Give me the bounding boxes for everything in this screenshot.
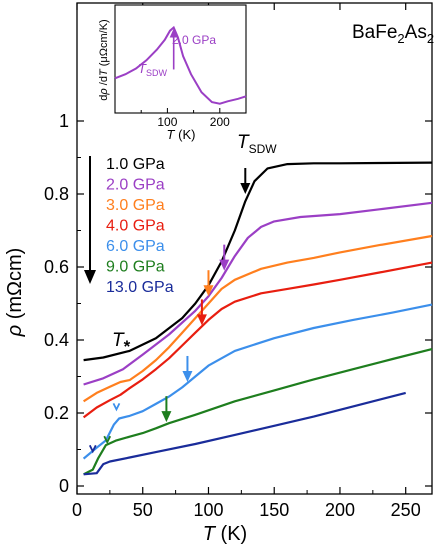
small-marker-2 (112, 402, 121, 412)
legend-item-13-0-gpa: 13.0 GPa (106, 279, 174, 296)
series-line-1-0-gpa (83, 161, 433, 362)
y-tick-label-4: 0.8 (44, 184, 69, 204)
main-plot-frame (76, 2, 433, 495)
inset-plot-frame (114, 4, 247, 114)
annotation-tsdw: TSDW (237, 132, 277, 156)
legend-item-2-0-gpa: 2.0 GPa (106, 177, 165, 194)
x-tick-label-250: 250 (391, 500, 421, 520)
main-series-group (82, 161, 433, 476)
y-tick-label-1: 0.2 (44, 403, 69, 423)
legend-item-4-0-gpa: 4.0 GPa (106, 218, 165, 235)
inset-x-axis-label: T (K) (167, 127, 196, 142)
y-tick-label-0: 0 (59, 476, 69, 496)
inset-x-tick-label-200: 200 (210, 115, 230, 129)
main-chart: 0 50 100 150 200 250 0 0.2 0.4 0.6 0.8 1 1.0 GPa 2.0… (4, 2, 434, 545)
legend-items: 1.0 GPa 2.0 GPa 3.0 GPa 4.0 GPa 6.0 GPa 9.0 G… (106, 156, 174, 296)
series-line-9-0-gpa (83, 348, 433, 476)
small-marker-1 (103, 435, 112, 445)
title-sub-1: 2 (397, 31, 404, 46)
legend-item-6-0-gpa: 6.0 GPa (106, 238, 165, 255)
series-line-4-0-gpa (82, 261, 433, 419)
inset-series-line-2-0-gpa (114, 25, 247, 105)
legend-item-3-0-gpa: 3.0 GPa (106, 197, 165, 214)
inset-series-label: 2.0 GPa (172, 33, 216, 47)
arrow-head-3-0-gpa (203, 285, 214, 297)
legend-pressure-arrow-head (84, 270, 96, 284)
series-line-3-0-gpa (83, 234, 433, 403)
main-arrow-markers (88, 168, 251, 454)
inset-x-tick-label-100: 100 (157, 115, 177, 129)
inset-chart: 100 200 2.0 GPa TSDW T (K) dρ /dT (μΩcm/K… (98, 4, 247, 142)
legend-item-1-0-gpa: 1.0 GPa (106, 156, 165, 173)
y-axis-label: ρ (mΩcm) (4, 248, 26, 338)
arrow-head-4-0-gpa (196, 314, 207, 326)
title-sub-2: 2 (427, 31, 434, 46)
inset-axis-ticks: 100 200 (140, 108, 230, 129)
series-line-6-0-gpa (82, 303, 433, 460)
arrow-head-1-0-gpa (240, 183, 251, 194)
inset-arrow-marker (169, 28, 178, 70)
x-tick-label-0: 0 (72, 500, 82, 520)
x-tick-label-150: 150 (259, 500, 289, 520)
inset-y-axis-label: dρ /dT (μΩcm/K) (98, 19, 110, 100)
small-marker-0 (88, 444, 97, 454)
inset-annotation-tsdw: TSDW (138, 61, 167, 78)
series-line-13-0-gpa (83, 391, 406, 476)
x-axis-label: T (K) (203, 523, 247, 545)
series-line-2-0-gpa (83, 201, 433, 386)
inset-arrow-head (169, 28, 178, 38)
arrow-head-2-0-gpa (219, 259, 230, 271)
annotation-tstar: T* (112, 330, 131, 356)
x-tick-label-100: 100 (193, 500, 223, 520)
y-tick-label-3: 0.6 (44, 257, 69, 277)
y-tick-label-5: 1 (59, 111, 69, 131)
arrow-head-9-0-gpa (161, 411, 172, 423)
legend: 1.0 GPa 2.0 GPa 3.0 GPa 4.0 GPa 6.0 GPa 9.0 G… (84, 156, 174, 296)
y-tick-label-2: 0.4 (44, 330, 69, 350)
main-axis-ticks: 0 50 100 150 200 250 0 0.2 0.4 0.6 0.8 1 (44, 3, 432, 520)
arrow-head-6-0-gpa (182, 370, 193, 382)
x-tick-label-50: 50 (133, 500, 153, 520)
chart-title: BaFe2As2 (352, 22, 434, 46)
x-tick-label-200: 200 (325, 500, 355, 520)
legend-item-9-0-gpa: 9.0 GPa (106, 259, 165, 276)
